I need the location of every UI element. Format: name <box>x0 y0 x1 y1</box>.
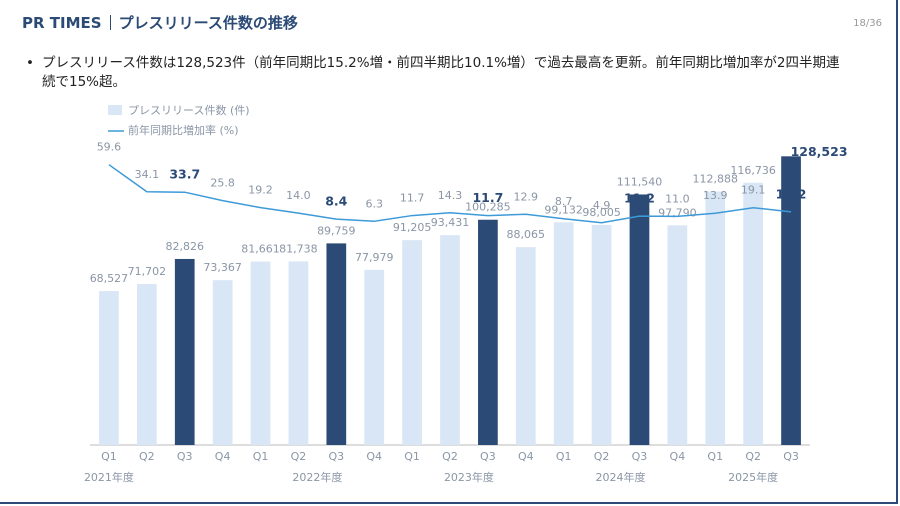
x-tick-label: Q3 <box>480 450 496 463</box>
separator <box>109 15 111 30</box>
bar-value-label: 112,888 <box>693 172 739 185</box>
bar <box>743 182 764 446</box>
bar-value-label: 97,790 <box>658 206 697 219</box>
line-value-label: 11.7 <box>472 190 503 205</box>
bar-value-label: 99,132 <box>544 203 583 216</box>
line-value-label: 8.7 <box>555 195 573 208</box>
line-value-label: 11.2 <box>624 191 655 206</box>
bar-value-label: 116,736 <box>730 164 776 177</box>
page-number: 18/36 <box>853 18 882 29</box>
year-label: 2022年度 <box>292 470 342 484</box>
line-value-label: 11.7 <box>400 192 425 205</box>
x-tick-label: Q2 <box>745 450 761 463</box>
bar-value-label: 81,738 <box>279 242 318 255</box>
bar <box>212 280 233 445</box>
bar <box>553 222 574 445</box>
year-label: 2021年度 <box>84 470 134 484</box>
bar-value-label: 89,759 <box>317 224 356 237</box>
bar <box>250 261 271 445</box>
year-label: 2024年度 <box>596 470 646 484</box>
bar-value-label: 77,979 <box>355 251 394 264</box>
line-value-label: 11.0 <box>665 192 690 205</box>
bar <box>364 269 385 445</box>
bar <box>136 283 157 445</box>
x-tick-label: Q2 <box>139 450 155 463</box>
line-value-label: 14.3 <box>438 189 463 202</box>
bar-value-label: 93,431 <box>431 216 470 229</box>
line-value-label: 34.1 <box>135 168 160 181</box>
x-tick-label: Q4 <box>518 450 534 463</box>
brand: PR TIMES <box>22 14 102 32</box>
x-tick-label: Q3 <box>632 450 648 463</box>
line-value-label: 12.9 <box>514 190 539 203</box>
x-tick-label: Q3 <box>783 450 799 463</box>
line-value-label: 4.9 <box>593 199 611 212</box>
line-value-label: 59.6 <box>97 141 122 154</box>
bar-value-label: 98,005 <box>582 206 621 219</box>
slide-title: プレスリリース件数の推移 <box>118 14 298 32</box>
x-tick-label: Q2 <box>291 450 307 463</box>
bullet-text: プレスリリース件数は128,523件（前年同期比15.2%増・前四半期比10.1… <box>26 54 842 92</box>
line-value-label: 19.2 <box>248 184 273 197</box>
x-tick-label: Q3 <box>328 450 344 463</box>
line-value-label: 6.3 <box>365 197 383 210</box>
line-value-label: 19.1 <box>741 184 766 197</box>
bar-value-label: 111,540 <box>617 175 663 188</box>
x-tick-label: Q2 <box>594 450 610 463</box>
bar <box>99 291 119 445</box>
line-value-label: 14.0 <box>286 189 311 202</box>
bar-value-label: 128,523 <box>791 144 848 159</box>
bar-value-label: 100,285 <box>465 201 511 214</box>
bar <box>478 219 498 445</box>
bar <box>629 194 650 445</box>
x-tick-label: Q4 <box>366 450 382 463</box>
bar-value-label: 68,527 <box>90 272 129 285</box>
year-label: 2023年度 <box>444 470 494 484</box>
x-tick-label: Q2 <box>442 450 458 463</box>
bar <box>326 243 347 445</box>
line <box>108 164 792 224</box>
bar-value-label: 82,826 <box>165 240 204 253</box>
line-value-label: 8.4 <box>325 194 347 209</box>
x-tick-label: Q1 <box>253 450 269 463</box>
x-tick-label: Q1 <box>101 450 117 463</box>
legend-label: プレスリリース件数 (件) <box>128 104 250 117</box>
header: PR TIMES プレスリリース件数の推移 <box>22 12 298 33</box>
bar <box>667 225 688 445</box>
bar <box>781 156 801 445</box>
bar-value-label: 88,065 <box>507 228 546 241</box>
bar-value-label: 91,205 <box>393 221 432 234</box>
bar <box>440 235 460 445</box>
line-value-label: 25.8 <box>210 177 235 190</box>
line-value-label: 13.9 <box>703 189 728 202</box>
bar-value-label: 71,702 <box>128 265 167 278</box>
year-label: 2025年度 <box>728 470 778 484</box>
bar <box>515 247 536 445</box>
x-tick-label: Q1 <box>556 450 572 463</box>
legend-label: 前年同期比増加率 (%) <box>128 123 239 137</box>
bar <box>705 191 726 445</box>
x-tick-label: Q4 <box>670 450 686 463</box>
bar <box>402 240 422 445</box>
line-value-label: 15.2 <box>776 186 807 201</box>
bar <box>591 224 612 445</box>
bar-value-label: 81,661 <box>241 243 280 256</box>
legend-swatch <box>108 105 122 115</box>
x-tick-label: Q1 <box>707 450 723 463</box>
x-tick-label: Q4 <box>215 450 231 463</box>
bar <box>174 258 195 445</box>
x-tick-label: Q1 <box>404 450 420 463</box>
bar <box>288 261 309 445</box>
x-tick-label: Q3 <box>177 450 193 463</box>
line-value-label: 33.7 <box>169 167 200 182</box>
bar-value-label: 73,367 <box>203 261 242 274</box>
